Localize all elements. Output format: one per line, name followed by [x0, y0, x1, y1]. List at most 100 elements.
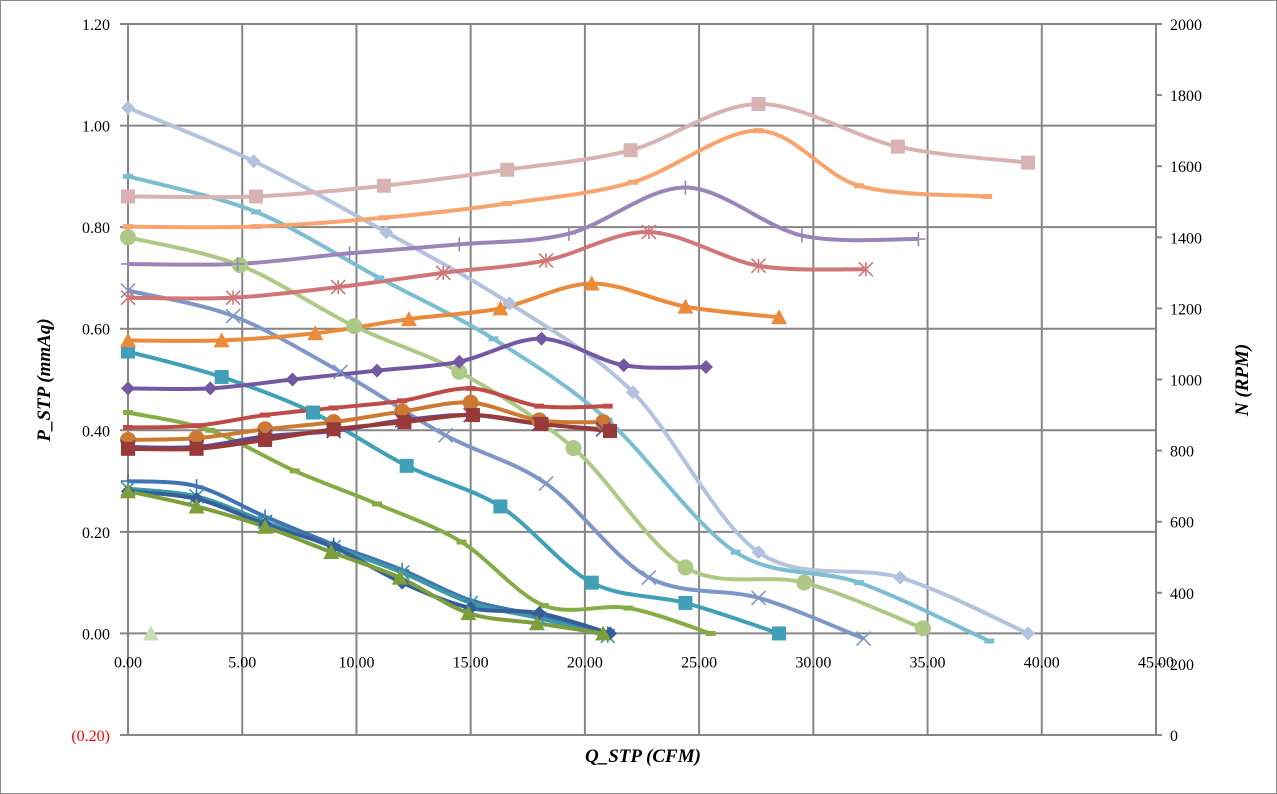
- square-marker: [121, 189, 135, 204]
- square-marker: [623, 143, 638, 158]
- diamond-marker: [370, 363, 385, 378]
- y2-tick-label: 800: [1170, 444, 1194, 461]
- y2-tick-label: 1200: [1170, 301, 1202, 318]
- y-tick-label: 0.80: [82, 220, 110, 237]
- y2-tick-label: 1000: [1170, 373, 1202, 390]
- y2-tick-label: 1400: [1170, 230, 1202, 247]
- x-tick-label: 45.00: [1138, 654, 1174, 671]
- diamond-marker: [625, 385, 640, 400]
- square-marker: [751, 96, 766, 111]
- plus-marker: [794, 228, 809, 243]
- diamond-marker: [502, 296, 517, 311]
- series-line-10: [127, 489, 604, 636]
- diamond-marker: [246, 154, 261, 169]
- square-marker: [465, 408, 480, 423]
- diamond-marker: [121, 100, 135, 115]
- y-tick-label: 0.40: [82, 423, 110, 440]
- circle-marker: [796, 574, 813, 591]
- series-line-5: [127, 349, 780, 636]
- asterisk-marker: [858, 261, 874, 277]
- square-marker: [603, 424, 618, 439]
- triangle-marker: [142, 625, 159, 641]
- plus-marker: [678, 180, 693, 195]
- x-marker: [332, 364, 349, 380]
- y-tick-label: 0.20: [82, 525, 110, 542]
- square-marker: [500, 162, 515, 177]
- y-axis-title: P_STP (mmAq): [34, 318, 55, 442]
- triangle-marker: [120, 332, 136, 348]
- y2-axis-title: N (RPM): [1232, 344, 1253, 417]
- series-line-14: [127, 185, 919, 267]
- series-markers-21: [121, 408, 618, 456]
- series-line-17: [127, 336, 707, 392]
- series-markers-1: [121, 100, 1036, 641]
- x-marker: [437, 427, 454, 443]
- series-markers-12: [121, 96, 1036, 204]
- asterisk-marker: [641, 224, 657, 240]
- series-markers: [120, 96, 1036, 647]
- x-tick-label: 10.00: [338, 654, 374, 671]
- diamond-marker: [698, 360, 713, 375]
- diamond-marker: [379, 225, 394, 240]
- square-marker: [534, 416, 549, 431]
- triangle-marker: [391, 569, 408, 585]
- series-line-1: [127, 105, 1029, 636]
- square-marker: [306, 405, 321, 420]
- series-markers-15: [120, 224, 874, 306]
- x-marker: [225, 308, 241, 324]
- gridlines: [120, 23, 1162, 736]
- plus-marker: [230, 256, 245, 271]
- diamond-marker: [893, 570, 908, 585]
- series-markers-13: [123, 128, 992, 230]
- y2-tick-labels: 0 200 400 600 800 1000 1200 1400 1600 1800 2000: [1170, 17, 1202, 745]
- y-tick-label: 0.00: [82, 626, 110, 643]
- square-marker: [493, 499, 508, 514]
- diamond-marker: [452, 354, 467, 369]
- x-tick-labels: 0.00 5.00 10.00 15.00 20.00 25.00 30.00 35.00 40…: [114, 654, 1174, 671]
- square-marker: [248, 189, 263, 204]
- y-tick-label: 1.00: [82, 119, 110, 136]
- series-markers-4: [120, 283, 872, 647]
- diamond-marker: [751, 545, 766, 560]
- y2-tick-label: 0: [1170, 728, 1178, 745]
- y2-tick-label: 600: [1170, 515, 1194, 532]
- y-tick-label: 0.60: [82, 322, 110, 339]
- series-line-15: [127, 229, 866, 301]
- y-tick-labels: (0.20) 0.00 0.20 0.40 0.60 0.80 1.00 1.20: [71, 17, 110, 745]
- plus-marker: [911, 232, 926, 247]
- y2-tick-label: 1800: [1170, 88, 1202, 105]
- y-tick-label: (0.20): [71, 728, 110, 745]
- square-marker: [399, 458, 414, 473]
- circle-marker: [565, 440, 582, 457]
- series-markers-18: [123, 385, 613, 430]
- square-marker: [397, 415, 412, 430]
- circle-marker: [451, 363, 468, 380]
- circle-marker: [120, 229, 136, 246]
- triangle-marker: [400, 311, 417, 327]
- series-line-7: [127, 479, 609, 636]
- x-tick-label: 0.00: [114, 654, 142, 671]
- diamond-marker: [121, 381, 135, 396]
- x-tick-label: 25.00: [681, 654, 717, 671]
- series-markers-6: [123, 410, 716, 636]
- triangle-marker: [583, 275, 600, 291]
- y-tick-label: 1.20: [82, 17, 110, 34]
- asterisk-marker: [225, 290, 241, 306]
- diamond-marker: [532, 606, 547, 621]
- square-marker: [772, 626, 787, 641]
- triangle-marker: [323, 544, 340, 560]
- series-line-2: [127, 174, 991, 643]
- x-tick-label: 20.00: [567, 654, 603, 671]
- circle-marker: [914, 620, 931, 637]
- series-line-16: [127, 281, 780, 343]
- x-axis-title: Q_STP (CFM): [585, 746, 701, 767]
- x-marker: [750, 590, 767, 606]
- series-line-18: [127, 386, 608, 430]
- triangle-marker: [460, 605, 477, 621]
- series-line-8: [127, 486, 609, 638]
- series-line-4: [127, 288, 865, 641]
- x-tick-label: 40.00: [1024, 654, 1060, 671]
- y2-tick-label: 400: [1170, 586, 1194, 603]
- triangle-marker: [307, 325, 324, 341]
- y2-tick-label: 200: [1170, 657, 1194, 674]
